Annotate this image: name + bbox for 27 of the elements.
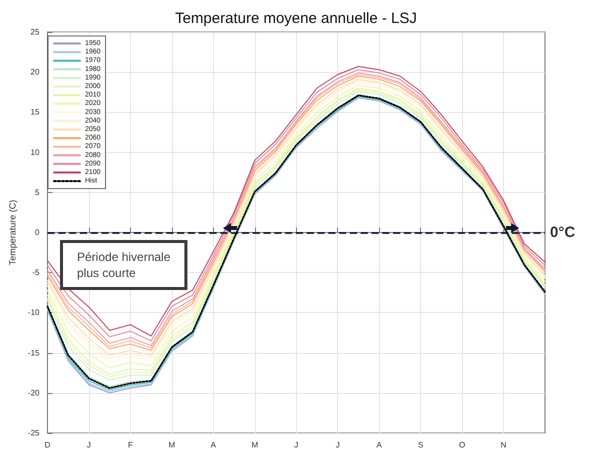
annotation: Période hivernale plus courte: [77, 250, 171, 280]
x-tick-label: M: [168, 440, 176, 450]
x-tick-label: F: [128, 440, 133, 450]
y-tick-label: 0: [35, 228, 40, 237]
x-tick-label: S: [418, 440, 424, 450]
y-tick-label: -20: [28, 388, 40, 398]
x-tick-label: A: [376, 440, 382, 450]
y-axis-title: Temperature (C): [8, 200, 18, 266]
x-tick-label: J: [294, 440, 298, 450]
y-tick-label: 20: [30, 68, 40, 77]
x-tick-label: N: [500, 440, 507, 450]
x-tick-label: O: [458, 440, 466, 450]
x-tick-label: D: [44, 440, 51, 450]
y-tick-label: -5: [32, 268, 40, 278]
x-tick-label: M: [251, 440, 258, 450]
y-tick-label: -15: [28, 348, 40, 358]
x-tick-label: J: [336, 440, 340, 450]
y-tick-label: 10: [30, 148, 40, 157]
y-tick-label: 15: [30, 108, 40, 117]
y-tick-label: -10: [28, 308, 40, 318]
y-tick-label: -25: [28, 428, 40, 438]
y-tick-label: 5: [35, 188, 40, 197]
x-tick-label: A: [210, 440, 217, 450]
x-tick-label: J: [86, 440, 91, 450]
ref-line-label: 0°C: [550, 224, 576, 241]
y-tick-label: 25: [30, 28, 40, 36]
chart-title: Temperature moyene annuelle - LSJ: [175, 10, 417, 27]
